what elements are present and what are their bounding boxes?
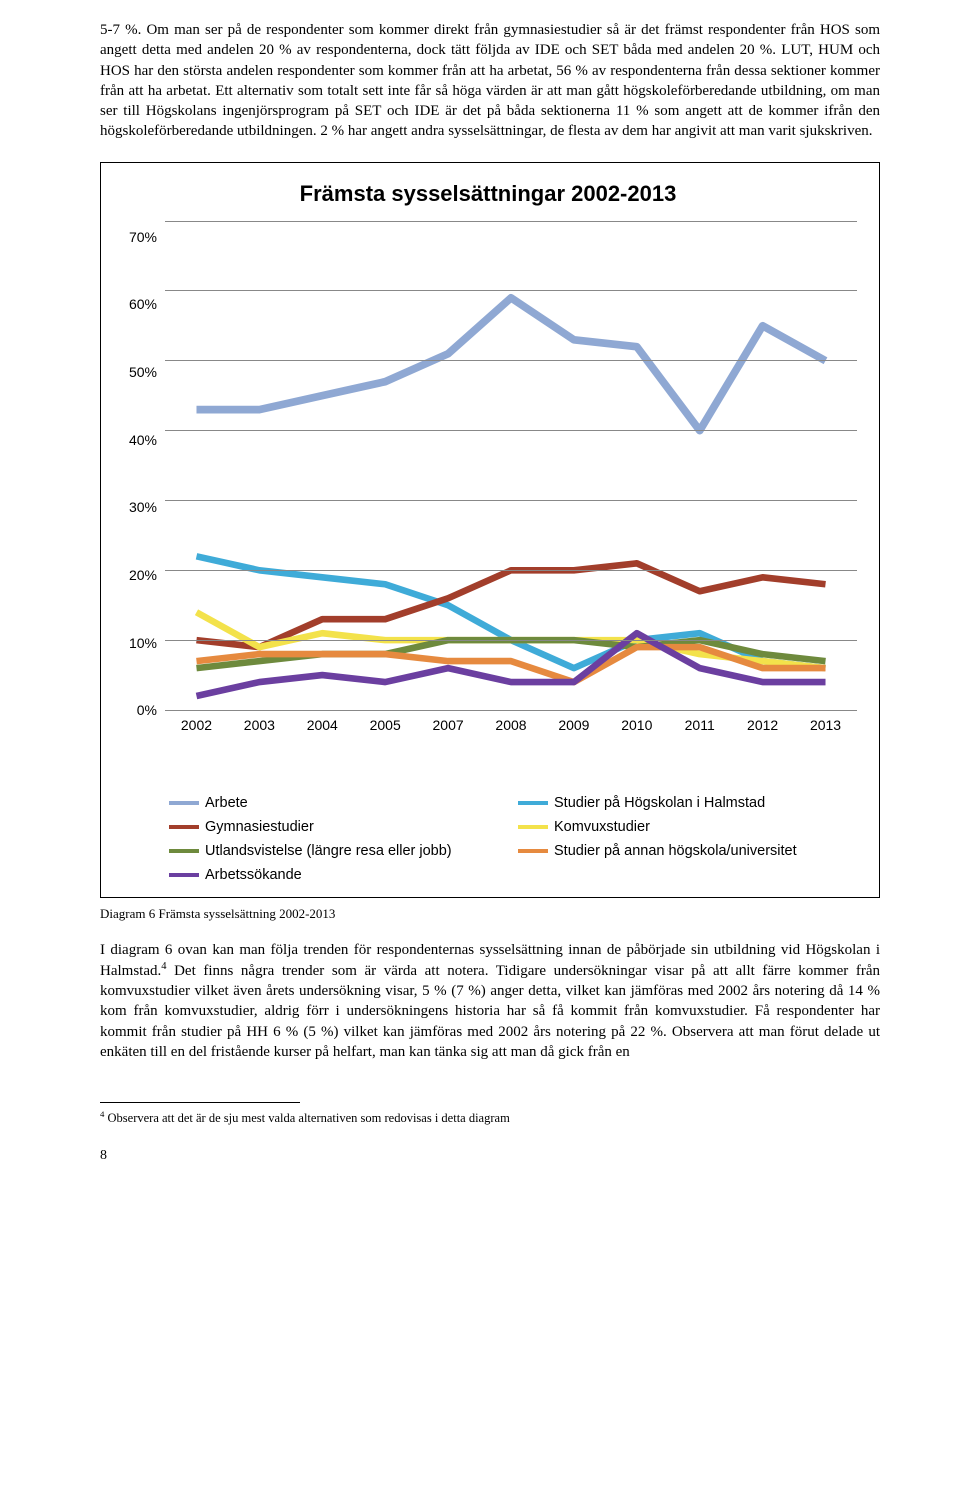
legend-swatch	[518, 825, 548, 829]
legend-item: Arbete	[169, 795, 508, 811]
x-tick-label: 2013	[794, 717, 857, 733]
chart-grid	[165, 221, 857, 711]
page-number: 8	[100, 1148, 880, 1164]
chart-caption: Diagram 6 Främsta sysselsättning 2002-20…	[100, 906, 880, 922]
x-tick-label: 2008	[480, 717, 543, 733]
p2-part-b: Det finns några trender som är värda att…	[100, 963, 880, 1060]
footnote-text: 4 Observera att det är de sju mest valda…	[100, 1109, 880, 1126]
legend-item: Komvuxstudier	[518, 819, 857, 835]
legend-swatch	[169, 849, 199, 853]
plot-area: 70% 60% 50% 40% 30% 20% 10% 0% 2002200320042005…	[119, 221, 857, 781]
x-tick-label: 2011	[668, 717, 731, 733]
x-tick-label: 2009	[542, 717, 605, 733]
legend-swatch	[169, 873, 199, 877]
legend-item	[518, 867, 857, 883]
y-tick-label: 10%	[119, 635, 157, 651]
legend-swatch	[518, 849, 548, 853]
footnote-body: Observera att det är de sju mest valda a…	[104, 1111, 509, 1125]
legend-swatch	[518, 801, 548, 805]
body-paragraph-2: I diagram 6 ovan kan man följa trenden f…	[100, 940, 880, 1063]
legend-item: Arbetssökande	[169, 867, 508, 883]
legend-item: Studier på Högskolan i Halmstad	[518, 795, 857, 811]
y-tick-label: 0%	[119, 702, 157, 718]
legend-label: Gymnasiestudier	[205, 819, 314, 835]
x-tick-label: 2002	[165, 717, 228, 733]
y-axis-labels: 70%60%50%40%30%20%10%0%	[119, 221, 165, 711]
x-tick-label: 2007	[417, 717, 480, 733]
intro-paragraph: 5-7 %. Om man ser på de respondenter som…	[100, 20, 880, 142]
legend-label: Komvuxstudier	[554, 819, 650, 835]
legend-item: Studier på annan högskola/universitet	[518, 843, 857, 859]
legend-label: Arbete	[205, 795, 248, 811]
series-line	[196, 297, 825, 430]
x-tick-label: 2005	[354, 717, 417, 733]
y-tick-label: 20%	[119, 567, 157, 583]
y-tick-label: 30%	[119, 499, 157, 515]
chart-legend: Arbete Studier på Högskolan i Halmstad Gym…	[119, 795, 857, 883]
x-tick-label: 2003	[228, 717, 291, 733]
legend-item: Gymnasiestudier	[169, 819, 508, 835]
y-tick-label: 40%	[119, 432, 157, 448]
x-axis-labels: 2002200320042005200720082009201020112012…	[165, 711, 857, 733]
chart-container: Främsta sysselsättningar 2002-2013 70% 60…	[100, 162, 880, 898]
y-tick-label: 50%	[119, 364, 157, 380]
legend-label: Arbetssökande	[205, 867, 302, 883]
legend-swatch	[169, 825, 199, 829]
x-tick-label: 2010	[605, 717, 668, 733]
y-tick-label: 70%	[119, 229, 157, 245]
legend-swatch	[169, 801, 199, 805]
legend-label: Utlandsvistelse (längre resa eller jobb)	[205, 843, 452, 859]
legend-label: Studier på Högskolan i Halmstad	[554, 795, 765, 811]
legend-item: Utlandsvistelse (längre resa eller jobb)	[169, 843, 508, 859]
x-tick-label: 2004	[291, 717, 354, 733]
x-tick-label: 2012	[731, 717, 794, 733]
legend-label: Studier på annan högskola/universitet	[554, 843, 797, 859]
chart-lines	[165, 221, 857, 710]
footnote-separator	[100, 1102, 300, 1103]
chart-title: Främsta sysselsättningar 2002-2013	[119, 181, 857, 207]
y-tick-label: 60%	[119, 296, 157, 312]
